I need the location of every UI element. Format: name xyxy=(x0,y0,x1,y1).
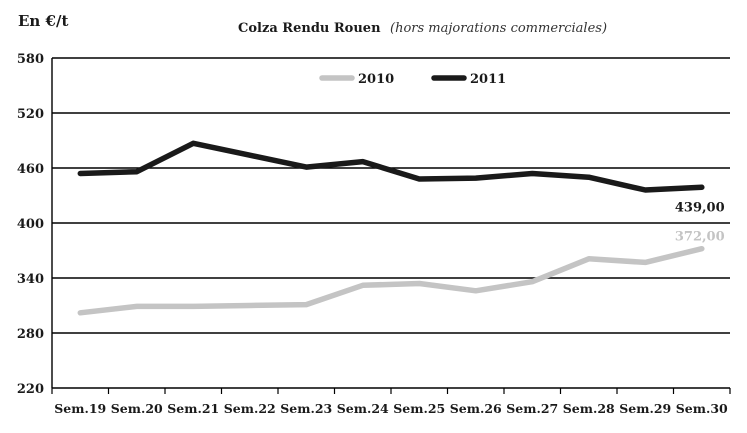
series-line-2010 xyxy=(77,245,705,316)
x-tick-label-Sem.25: Sem.25 xyxy=(393,401,445,416)
y-tick-label-340: 340 xyxy=(17,272,44,287)
y-tick-label-400: 400 xyxy=(17,217,44,232)
x-tick-label-Sem.27: Sem.27 xyxy=(506,401,558,416)
x-tick-label-Sem.29: Sem.29 xyxy=(619,401,671,416)
series-line-2011 xyxy=(77,140,705,193)
chart-title: Colza Rendu Rouen xyxy=(238,21,381,36)
y-tick-label-520: 520 xyxy=(17,107,44,122)
gridlines xyxy=(51,57,731,394)
legend-label-2010: 2010 xyxy=(358,72,394,87)
x-tick-label-Sem.19: Sem.19 xyxy=(54,401,106,416)
x-tick-label-Sem.22: Sem.22 xyxy=(224,401,276,416)
legend-label-2011: 2011 xyxy=(470,72,506,87)
y-tick-label-280: 280 xyxy=(17,327,44,342)
x-axis-ticks: Sem.19 Sem.20 Sem.21 Sem.22 Sem.23 Sem.24 Sem.… xyxy=(54,401,728,416)
y-tick-label-580: 580 xyxy=(17,52,44,67)
x-tick-label-Sem.24: Sem.24 xyxy=(337,401,389,416)
x-tick-label-Sem.20: Sem.20 xyxy=(111,401,163,416)
end-label-2010: 372,00 xyxy=(675,230,725,245)
x-tick-label-Sem.26: Sem.26 xyxy=(450,401,502,416)
legend: 2010 2011 xyxy=(319,72,506,87)
y-axis-label: En €/t xyxy=(18,12,68,30)
end-label-2011: 439,00 xyxy=(675,200,725,215)
x-tick-label-Sem.28: Sem.28 xyxy=(563,401,615,416)
y-tick-label-220: 220 xyxy=(17,382,44,397)
end-labels: 372,00 439,00 xyxy=(675,200,725,244)
series-lines xyxy=(77,140,705,316)
x-tick-label-Sem.30: Sem.30 xyxy=(676,401,728,416)
x-tick-label-Sem.23: Sem.23 xyxy=(280,401,332,416)
chart-subtitle: (hors majorations commerciales) xyxy=(390,21,607,36)
x-tick-label-Sem.21: Sem.21 xyxy=(167,401,219,416)
y-axis-ticks: 220 280 340 400 460 520 580 xyxy=(17,52,44,397)
y-tick-label-460: 460 xyxy=(17,162,44,177)
